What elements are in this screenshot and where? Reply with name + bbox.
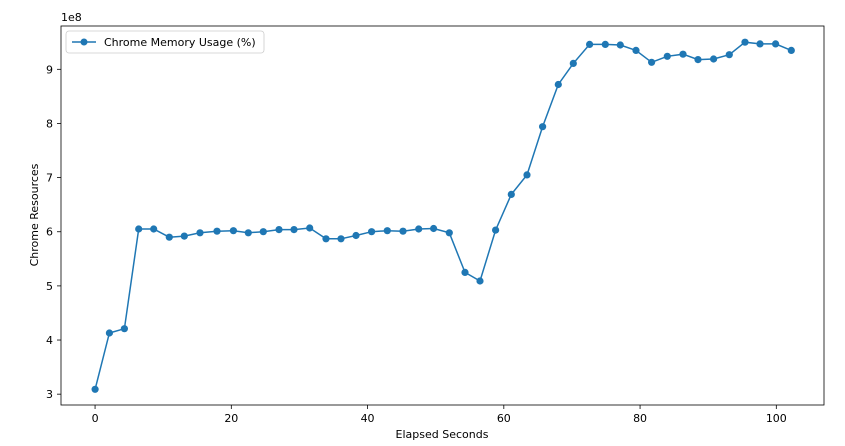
data-point xyxy=(180,232,188,240)
legend-label: Chrome Memory Usage (%) xyxy=(104,36,256,49)
y-axis: 3 4 5 6 7 8 9 xyxy=(46,63,61,401)
data-point xyxy=(91,385,99,393)
data-point xyxy=(229,227,237,235)
data-point xyxy=(787,46,795,55)
data-point xyxy=(165,233,173,241)
data-point xyxy=(756,40,764,48)
data-point xyxy=(616,41,624,49)
data-point xyxy=(337,235,345,243)
data-point xyxy=(523,171,531,179)
data-point xyxy=(710,55,718,63)
data-point xyxy=(259,228,267,236)
data-point xyxy=(213,227,221,235)
data-point xyxy=(196,229,204,237)
y-tick-label: 9 xyxy=(46,63,53,76)
y-tick-label: 3 xyxy=(46,388,53,401)
legend: Chrome Memory Usage (%) xyxy=(65,30,265,54)
x-axis-label: Elapsed Seconds xyxy=(396,428,489,441)
data-point xyxy=(679,50,687,58)
y-tick-label: 6 xyxy=(46,226,53,239)
data-point xyxy=(648,58,656,66)
data-point xyxy=(554,80,562,89)
x-tick-label: 100 xyxy=(766,412,787,425)
data-point xyxy=(725,51,733,59)
series-line xyxy=(94,41,792,390)
data-point xyxy=(663,52,671,60)
data-point xyxy=(461,268,469,276)
data-point xyxy=(120,325,128,333)
data-point xyxy=(105,329,113,337)
y-tick-label: 4 xyxy=(46,334,53,347)
data-point xyxy=(352,231,360,240)
data-point xyxy=(601,40,609,49)
x-tick-label: 40 xyxy=(361,412,375,425)
y-tick-label: 8 xyxy=(46,117,53,130)
x-tick-label: 80 xyxy=(633,412,647,425)
data-point xyxy=(383,227,391,235)
data-point xyxy=(290,226,298,234)
data-point xyxy=(586,40,594,49)
data-point xyxy=(741,38,749,46)
y-axis-label: Chrome Resources xyxy=(28,163,41,266)
legend-point-marker xyxy=(80,38,88,46)
y-offset-label: 1e8 xyxy=(61,11,82,24)
x-axis: 0 20 40 60 80 100 xyxy=(92,405,787,425)
data-point xyxy=(368,228,376,236)
data-point xyxy=(244,229,252,237)
data-point xyxy=(306,224,314,232)
data-point xyxy=(150,225,158,233)
data-point xyxy=(694,56,702,64)
x-tick-label: 20 xyxy=(224,412,238,425)
plot-area xyxy=(60,25,825,406)
y-tick-label: 5 xyxy=(46,280,53,293)
data-point xyxy=(445,229,453,237)
data-point xyxy=(275,226,283,234)
data-point xyxy=(476,277,484,285)
legend-box xyxy=(65,30,265,54)
data-point xyxy=(399,227,407,235)
x-tick-label: 0 xyxy=(92,412,99,425)
data-point xyxy=(539,123,547,131)
data-point xyxy=(430,224,438,233)
data-point xyxy=(415,225,423,233)
y-tick-label: 7 xyxy=(46,172,53,185)
data-point xyxy=(492,226,500,234)
data-point xyxy=(135,225,143,233)
data-point xyxy=(632,46,640,55)
data-point xyxy=(569,59,577,67)
x-tick-label: 60 xyxy=(497,412,511,425)
data-point xyxy=(507,190,515,198)
series-layer xyxy=(91,38,795,393)
data-point xyxy=(322,235,330,243)
data-point xyxy=(772,40,780,48)
